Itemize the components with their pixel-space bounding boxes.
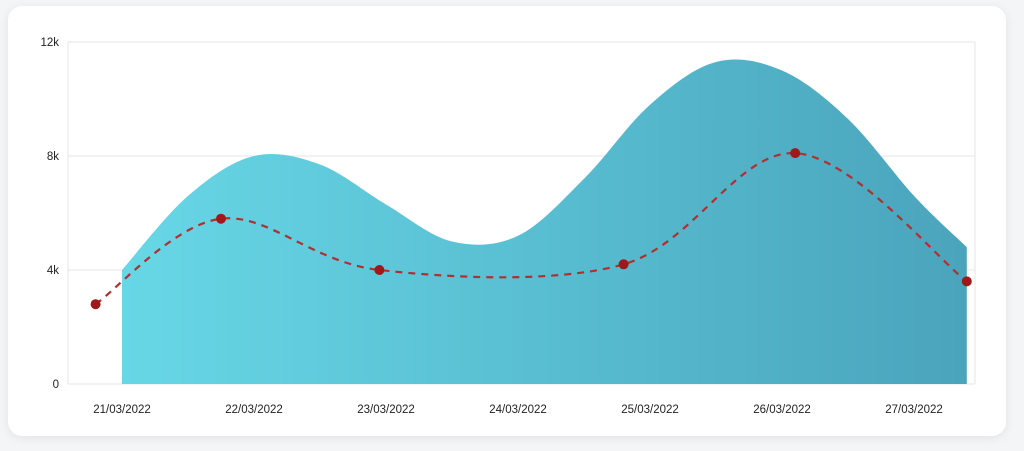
x-tick-label: 22/03/2022 (225, 404, 283, 416)
data-point (790, 148, 801, 159)
line-series (90, 148, 972, 310)
chart-card: 0 4k 8k 12k 21/03/2022 22/03/2022 23/03/2022 24… (8, 6, 1006, 436)
area-series (122, 59, 967, 385)
data-point (961, 276, 972, 287)
x-tick-label: 25/03/2022 (621, 404, 679, 416)
data-point (216, 213, 226, 224)
x-tick-label: 27/03/2022 (885, 404, 943, 416)
x-tick-label: 24/03/2022 (489, 404, 547, 416)
y-tick-label: 12k (40, 37, 59, 49)
area-fill (122, 59, 967, 385)
axes: 0 4k 8k 12k 21/03/2022 22/03/2022 23/03/2022 24… (40, 37, 942, 416)
x-tick-label: 21/03/2022 (93, 404, 151, 416)
area-chart: 0 4k 8k 12k 21/03/2022 22/03/2022 23/03/2022 24… (40, 37, 976, 416)
x-tick-label: 23/03/2022 (357, 404, 415, 416)
y-tick-label: 0 (53, 379, 59, 391)
x-tick-label: 26/03/2022 (753, 404, 811, 416)
data-point (90, 299, 101, 310)
y-tick-label: 4k (47, 265, 59, 277)
y-tick-label: 8k (47, 151, 59, 163)
dashed-line (94, 152, 968, 306)
data-point (374, 265, 385, 275)
data-point (618, 259, 629, 270)
